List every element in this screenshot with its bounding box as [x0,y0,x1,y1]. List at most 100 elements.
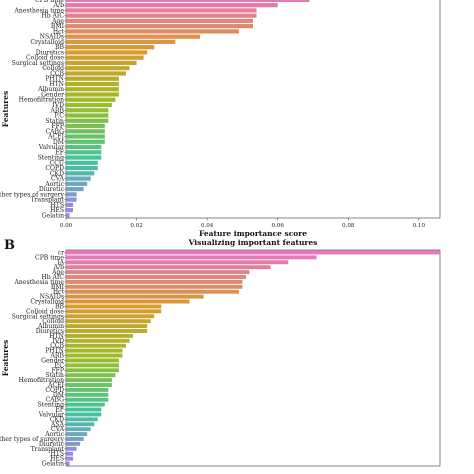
category-label: Surgical settings [12,313,64,320]
bar-surgical-settings [66,60,137,66]
category-label: CPB time [35,254,64,261]
category-label: CPB time [35,0,64,4]
bar-bb [66,304,162,309]
category-label: NSAIDs [40,34,64,41]
bar-htn [66,333,134,338]
bar-a-b [66,265,271,270]
bar-phtn [66,348,123,353]
category-label: Stenting [38,155,64,162]
bar-cr [66,250,440,255]
bar-ccb [66,343,126,348]
category-label: BMI [51,23,65,30]
bar-gelatin [66,461,70,466]
category-label: HTS [50,451,64,458]
category-label: A/b [53,264,64,271]
bar-gender [66,358,119,363]
category-label: Other types of surgery [0,436,65,443]
bar-nsaids [66,34,201,39]
category-label: DM [53,139,64,146]
x-tick-label: 0.00 [60,223,73,229]
bar-copd [66,165,98,171]
category-label: BB [55,303,64,310]
bar-cpb-time [66,0,310,2]
plot-frame [65,249,441,467]
bar-arb [66,108,109,113]
bar-gelatin [66,213,70,218]
bar-nsaids [66,294,204,299]
bar-ffp [66,123,105,129]
category-label: FFP [51,123,64,130]
category-label: Colloid [42,318,64,325]
bar-valvular [66,412,102,417]
bar-cva [66,427,91,432]
bar-hct [66,29,239,34]
bar-transplant [66,446,77,451]
category-label: BB [55,44,64,51]
category-label: HTN [49,333,64,340]
bar-transplant [66,197,77,202]
bar-surgical-settings [66,314,155,319]
bar-bb [66,45,155,50]
category-label: ARB [50,353,65,360]
bar-acei [66,383,112,387]
category-label: CABG [45,128,64,135]
category-label: HTS [50,202,64,209]
category-label: ACEI [47,382,65,389]
category-label: PHTN [45,76,64,83]
bar-ckd [66,171,95,176]
x-tick-label: 0.02 [130,223,143,229]
bar-p-c [66,363,119,368]
category-label: Aortic [44,431,64,438]
category-label: P.C [55,113,65,120]
bar-acei [66,134,105,139]
category-label: Albumin [37,86,64,93]
category-label: CCB [50,343,64,350]
bar-cabg [66,129,105,134]
category-label: Aortic [44,181,64,188]
category-label: COPD [45,165,64,172]
category-label: IVD [52,102,64,109]
category-label: Crystalloid [30,299,64,306]
bar-albumin [66,324,148,329]
bar-ccu [66,160,98,165]
bar-other-types-of-surgery [66,437,84,441]
category-label: Diuretic [39,186,65,193]
bar-hes [66,208,74,213]
category-label: Stenting [38,402,64,409]
bar-hb-aic [66,275,246,279]
category-label: Other types of surgery [0,191,65,198]
category-label: HES [50,207,64,214]
category-label: ARB [50,107,65,114]
bar-cpb-time [66,255,317,260]
category-label: Gelatin [42,212,64,219]
bar-age [66,270,250,275]
bar-ckd [66,417,98,422]
x-axis-title: Feature importance score [199,229,307,238]
bar-hts [66,202,74,207]
category-label: Hemofiltration [19,377,64,384]
bar-diuretics [66,329,148,333]
category-label: FFP [51,367,64,374]
bar-hts [66,451,74,456]
category-label: Gelatin [42,461,64,468]
category-label: Colloid dose [26,55,64,62]
bar-arb [66,353,123,358]
bar-gender [66,92,119,97]
bar-a-b [66,3,278,8]
bar-stenting [66,155,102,160]
bar-diuretics [66,50,148,55]
bar-hes [66,456,74,461]
bar-statin [66,118,109,123]
category-label: P.C [55,362,65,369]
bar-anesthesia-time [66,8,257,13]
bar-statin [66,373,116,378]
category-label: CKD [50,170,64,177]
bar-htn [66,81,119,87]
category-label: Anesthesia time [14,7,65,14]
category-label: Gender [41,91,64,98]
bar-dm [66,392,109,397]
category-label: Transplant [30,446,64,453]
y-axis-title: Features [1,340,10,376]
